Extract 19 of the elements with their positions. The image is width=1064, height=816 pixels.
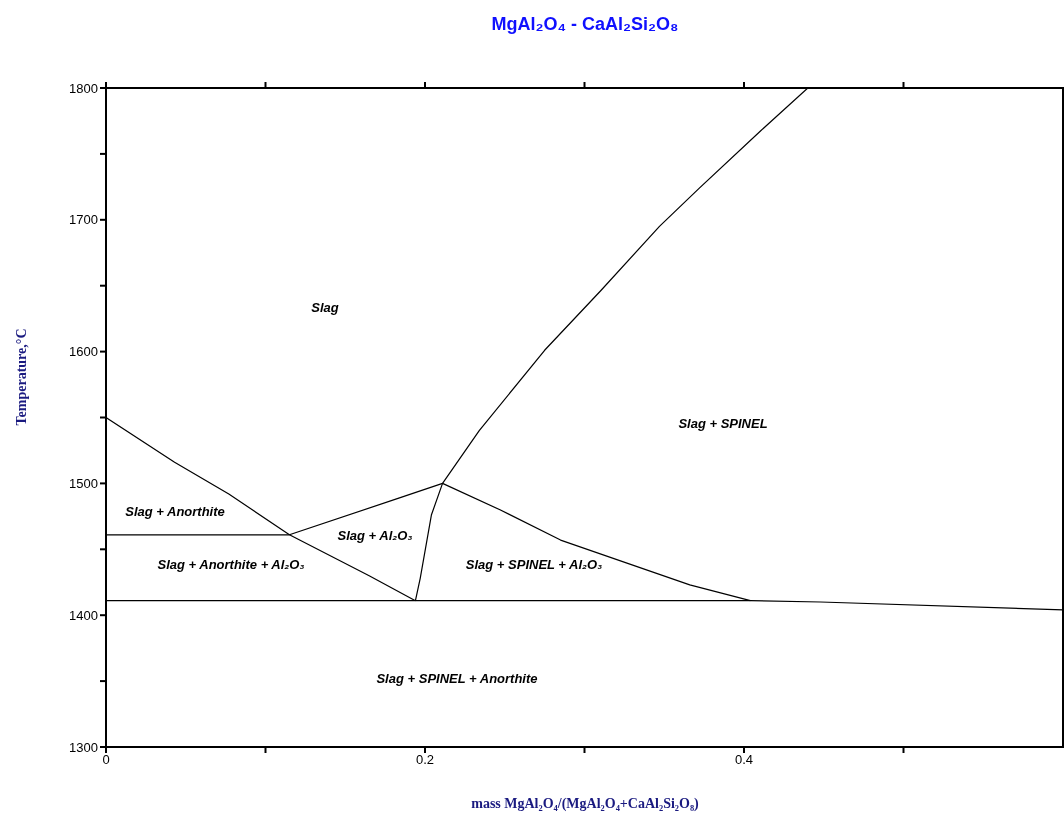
x-tick-label: 0 xyxy=(102,752,110,768)
y-tick-label: 1400 xyxy=(69,607,98,623)
y-tick-label: 1300 xyxy=(69,739,98,755)
y-tick-label: 1600 xyxy=(69,344,98,360)
annotation: Slag + SPINEL xyxy=(678,416,768,432)
annotation: Slag + Anorthite + Al₂O₃ xyxy=(157,557,305,573)
y-axis-title: Temperature,°C xyxy=(14,328,29,426)
annotation: Slag xyxy=(311,300,339,316)
y-tick-label: 1500 xyxy=(69,476,98,492)
x-tick-label: 0.4 xyxy=(734,752,754,768)
annotation: Slag + SPINEL + Anorthite xyxy=(376,671,538,687)
y-tick-label: 1700 xyxy=(69,212,98,228)
x-tick-label: 0.2 xyxy=(415,752,435,768)
annotation: Slag + Al₂O₃ xyxy=(337,528,413,544)
y-tick-label: 1800 xyxy=(69,80,98,96)
annotation: Slag + SPINEL + Al₂O₃ xyxy=(465,557,603,573)
annotation: Slag + Anorthite xyxy=(125,504,225,520)
x-axis-title: mass MgAl₂O₄/(MgAl₂O₄+CaAl₂Si₂O₈) xyxy=(471,796,700,812)
chart-title: MgAl₂O₄ - CaAl₂Si₂O₈ xyxy=(491,14,679,34)
